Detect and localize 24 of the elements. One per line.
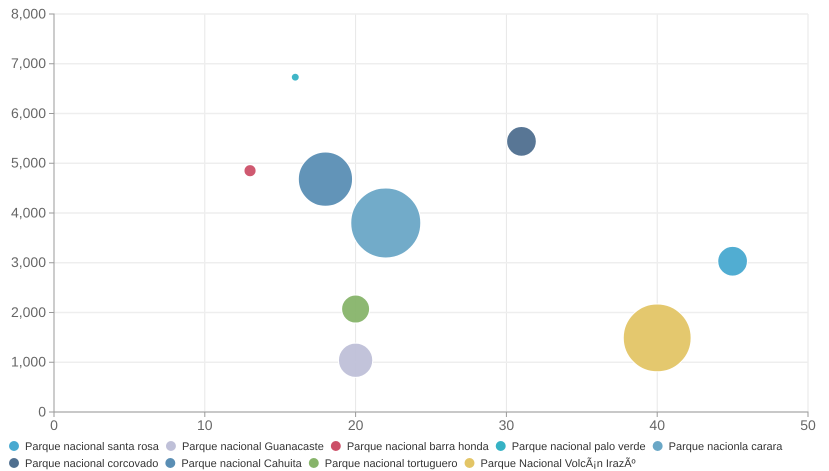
y-tick-label: 4,000: [10, 204, 46, 220]
legend-label: Parque nacional santa rosa: [25, 440, 160, 453]
y-tick-label: 0: [38, 403, 46, 420]
x-tick-label: 0: [50, 416, 58, 433]
x-tick-label: 50: [800, 416, 816, 433]
legend-label: Parque nacional corcovado: [25, 458, 158, 470]
y-tick-label: 8,000: [10, 5, 46, 22]
y-tick-label: 6,000: [10, 104, 46, 121]
legend-label: Parque nacional barra honda: [346, 440, 490, 453]
legend-label: Parque nacional Cahuita: [181, 458, 303, 470]
legend-label: Parque nacional palo verde: [512, 440, 646, 453]
y-tick-label: 3,000: [10, 254, 46, 270]
x-tick-label: 10: [197, 416, 213, 433]
legend-label: Parque nacional tortuguero: [324, 458, 458, 470]
legend-label: Parque Nacional VolcÃ¡n IrazÃº: [480, 456, 636, 470]
legend-label: Parque nacionla carara: [668, 440, 784, 453]
x-tick-label: 40: [649, 416, 666, 433]
y-tick-label: 7,000: [10, 55, 46, 72]
legend-label: Parque nacional Guanacaste: [182, 440, 324, 453]
y-tick-label: 1,000: [10, 354, 46, 370]
x-tick-label: 20: [348, 416, 364, 433]
x-tick-label: 30: [498, 416, 514, 433]
y-tick-label: 2,000: [10, 304, 46, 320]
y-tick-label: 5,000: [10, 154, 46, 171]
